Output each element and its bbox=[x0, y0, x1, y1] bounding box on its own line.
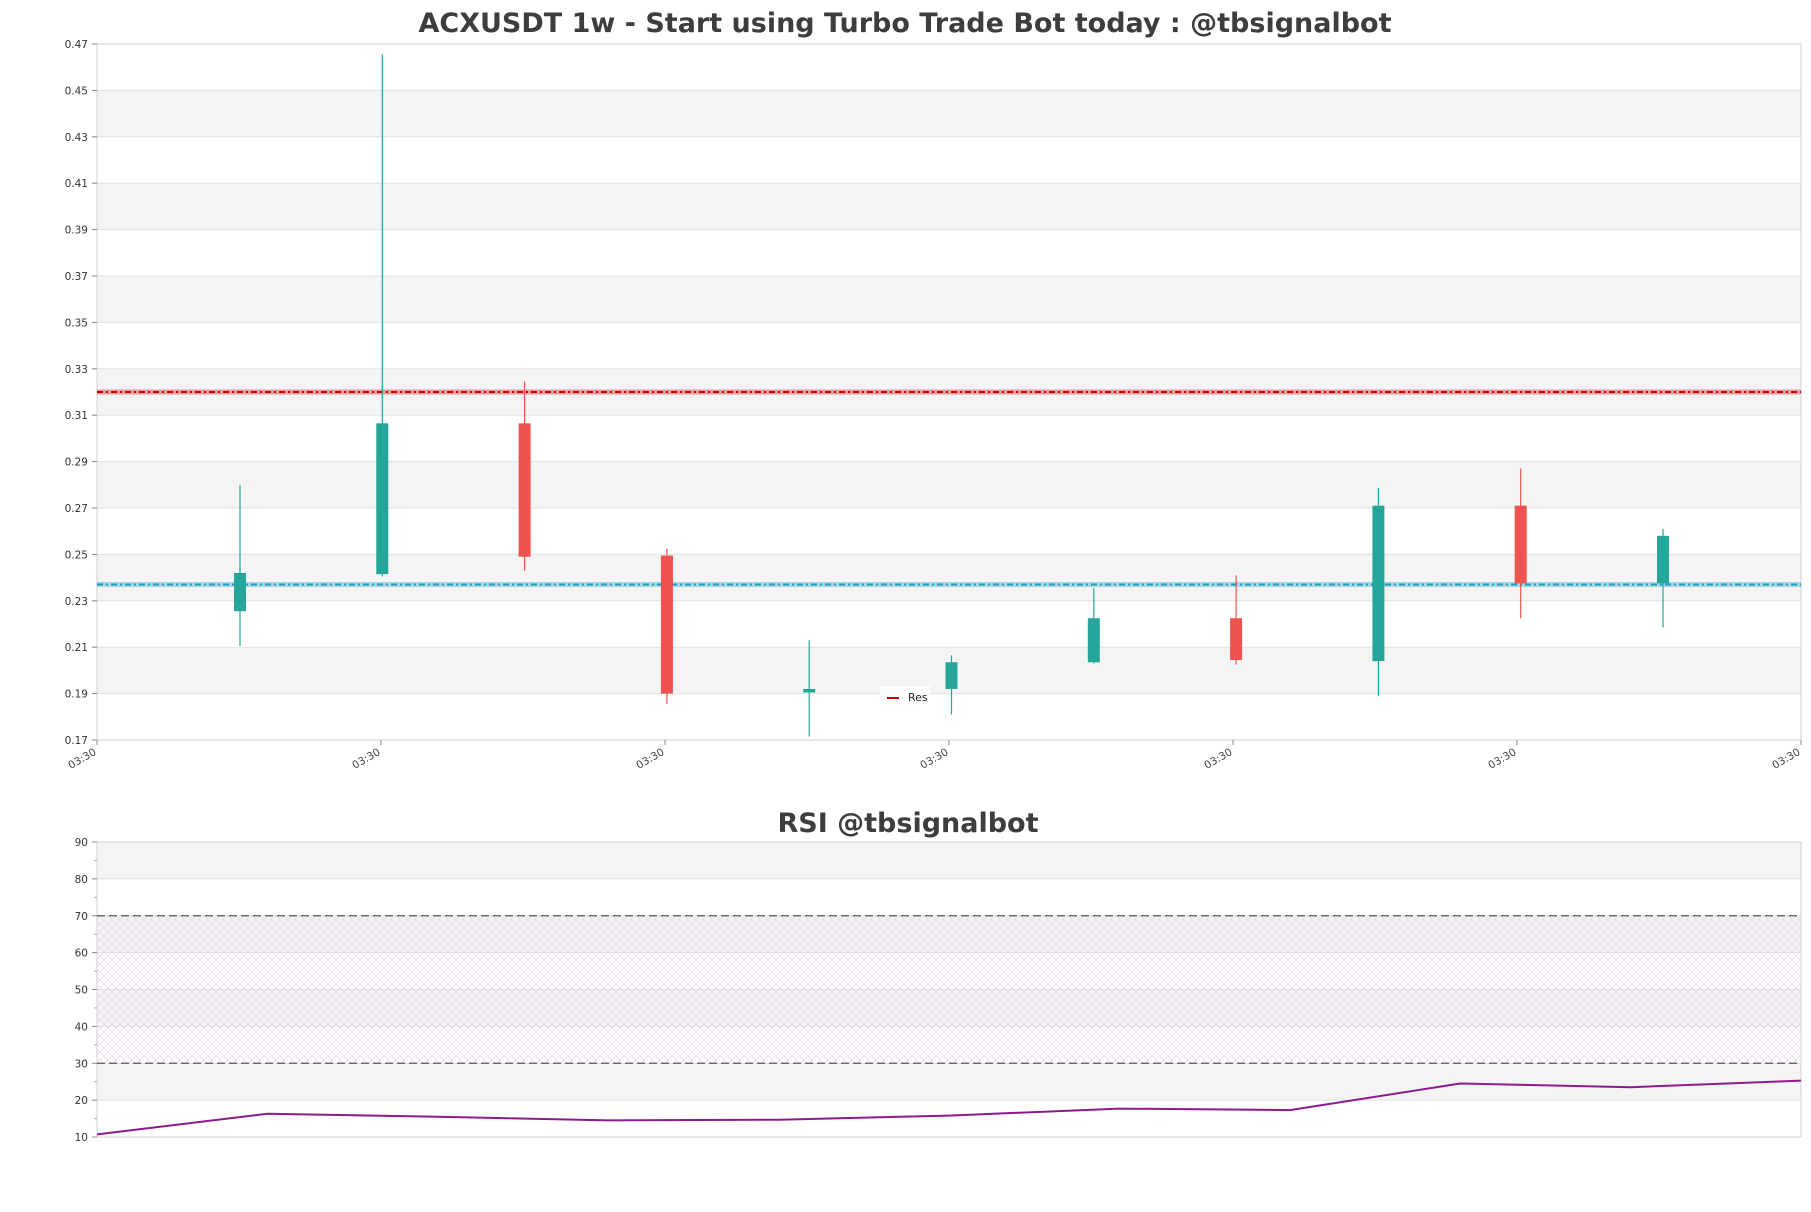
rsi-hatched-band bbox=[97, 915, 1801, 1064]
price-y-tick-label: 0.39 bbox=[65, 225, 88, 237]
rsi-gridband bbox=[97, 842, 1801, 879]
price-gridband bbox=[97, 183, 1801, 230]
rsi-y-tick-label: 60 bbox=[75, 948, 88, 960]
rsi-y-tick-label: 10 bbox=[75, 1132, 88, 1144]
candle bbox=[376, 54, 389, 577]
candle-body bbox=[518, 423, 531, 557]
price-x-tick-label: 03:30 bbox=[1770, 746, 1802, 772]
candle bbox=[234, 484, 246, 647]
rsi-y-tick-label: 20 bbox=[75, 1095, 88, 1107]
price-x-tick-label: 03:30 bbox=[350, 746, 382, 772]
rsi-y-tick-label: 70 bbox=[75, 911, 88, 923]
price-gridband bbox=[97, 554, 1801, 601]
candle-body bbox=[803, 688, 816, 693]
price-y-tick-label: 0.17 bbox=[65, 735, 88, 747]
price-chart-title: ACXUSDT 1w - Start using Turbo Trade Bot… bbox=[418, 8, 1391, 39]
price-y-tick-label: 0.41 bbox=[65, 178, 88, 190]
rsi-y-axis: 10 20 30 40 50 60 70 80 90 bbox=[75, 837, 97, 1144]
price-y-tick-label: 0.45 bbox=[65, 85, 88, 97]
candle bbox=[1657, 528, 1669, 628]
price-gridband bbox=[97, 276, 1801, 323]
rsi-line bbox=[96, 1079, 1802, 1136]
rsi-y-tick-label: 50 bbox=[75, 985, 88, 997]
price-y-tick-label: 0.31 bbox=[65, 410, 88, 422]
candle-body bbox=[1372, 505, 1385, 662]
rsi-y-tick-label: 80 bbox=[75, 874, 88, 886]
price-x-tick-label: 03:30 bbox=[1202, 746, 1234, 772]
candle bbox=[803, 640, 816, 737]
candle-body bbox=[945, 662, 958, 689]
price-gridband bbox=[97, 461, 1801, 508]
candle bbox=[1514, 468, 1527, 619]
rsi-chart-title: RSI @tbsignalbot bbox=[777, 808, 1038, 839]
rsi-y-tick-label: 40 bbox=[75, 1021, 88, 1033]
support-resistance-lines bbox=[97, 389, 1801, 588]
price-x-tick-label: 03:30 bbox=[918, 746, 950, 772]
price-y-tick-label: 0.19 bbox=[65, 689, 88, 701]
price-x-axis: 03:30 03:30 03:30 03:30 03:30 03:30 03:30 bbox=[66, 740, 1803, 772]
candle bbox=[1087, 588, 1100, 664]
price-y-tick-label: 0.47 bbox=[65, 39, 88, 51]
legend: Res bbox=[880, 686, 930, 708]
candle bbox=[1230, 575, 1243, 665]
price-y-tick-label: 0.21 bbox=[65, 642, 88, 654]
price-y-tick-label: 0.37 bbox=[65, 271, 88, 283]
price-y-axis: 0.17 0.19 0.21 0.23 0.25 0.27 0.29 0.31 0.33 0.35… bbox=[65, 39, 97, 747]
rsi-reference-lines bbox=[97, 915, 1801, 1064]
rsi-y-tick-label: 90 bbox=[75, 837, 88, 849]
price-y-tick-label: 0.25 bbox=[65, 549, 88, 561]
price-x-tick-label: 03:30 bbox=[66, 746, 98, 772]
rsi-gridband bbox=[97, 1063, 1801, 1101]
price-y-tick-label: 0.33 bbox=[65, 364, 88, 376]
candle-body bbox=[1230, 618, 1243, 660]
candlestick-series bbox=[234, 54, 1669, 737]
price-y-tick-label: 0.23 bbox=[65, 596, 88, 608]
legend-box bbox=[880, 686, 930, 708]
candle-body bbox=[234, 572, 246, 612]
price-x-tick-label: 03:30 bbox=[634, 746, 666, 772]
candle-body bbox=[1657, 535, 1669, 584]
candle-body bbox=[1514, 505, 1527, 584]
price-y-tick-label: 0.43 bbox=[65, 132, 88, 144]
candle bbox=[1372, 488, 1385, 696]
price-gridband bbox=[97, 90, 1801, 137]
price-y-tick-label: 0.27 bbox=[65, 503, 88, 515]
candle-body bbox=[1087, 618, 1100, 663]
candle-body bbox=[660, 555, 673, 694]
price-y-tick-label: 0.29 bbox=[65, 457, 88, 469]
candle-body bbox=[376, 423, 389, 575]
candle bbox=[945, 655, 958, 715]
candle bbox=[660, 548, 673, 705]
rsi-y-tick-label: 30 bbox=[75, 1058, 88, 1070]
price-x-tick-label: 03:30 bbox=[1486, 746, 1518, 772]
legend-label-res: Res bbox=[908, 691, 928, 704]
candle bbox=[518, 381, 531, 571]
price-y-tick-label: 0.35 bbox=[65, 317, 88, 329]
